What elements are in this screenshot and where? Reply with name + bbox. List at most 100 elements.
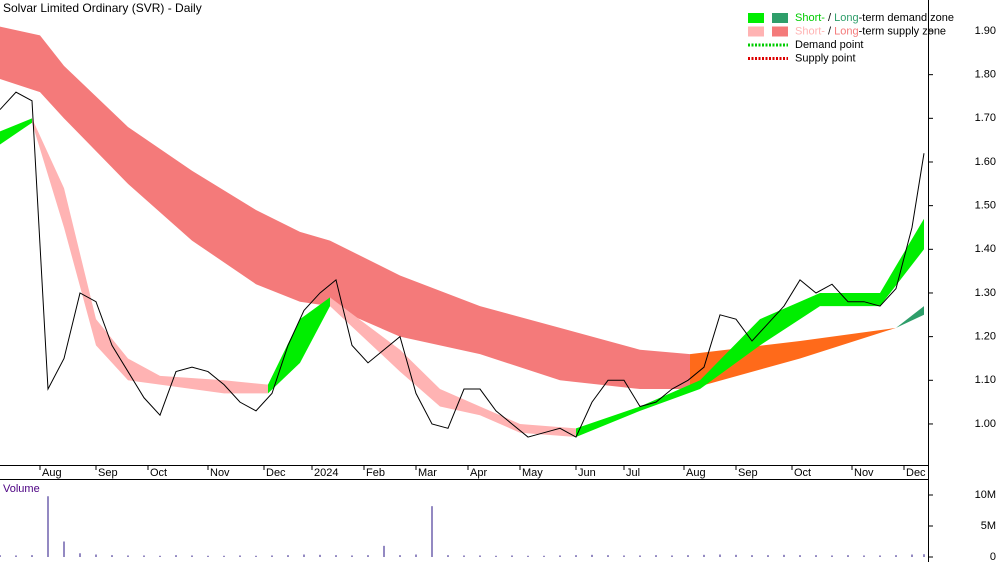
legend-label: Short- / Long-term supply zone <box>795 25 946 37</box>
y-tick-label: 5M <box>981 520 996 532</box>
volume-bar <box>191 555 193 557</box>
legend-text: Short- <box>795 12 825 24</box>
volume-bar <box>783 554 785 557</box>
volume-bar <box>447 555 449 557</box>
y-tick-label: 1.50 <box>975 200 996 212</box>
y-tick-label: 1.60 <box>975 156 996 168</box>
x-tick-label: Jun <box>578 467 596 479</box>
zone-band <box>896 306 924 328</box>
legend-label: Short- / Long-term demand zone <box>795 12 954 24</box>
legend-swatch <box>772 26 788 37</box>
legend-text: Demand point <box>795 39 864 51</box>
volume-bar <box>383 545 385 557</box>
volume-bar <box>415 554 417 557</box>
volume-bar <box>463 555 465 557</box>
volume-bar <box>431 506 433 557</box>
price-panel: 1.00 1.10 1.20 1.30 1.40 1.50 1.60 1.70 1.80 1.90… <box>0 25 996 479</box>
volume-bar <box>527 555 529 557</box>
zone-band <box>268 297 330 394</box>
volume-bar <box>159 555 161 557</box>
volume-bar <box>271 555 273 557</box>
legend-text: / <box>825 25 834 37</box>
legend-text: -term supply zone <box>859 25 946 37</box>
y-tick-label: 0 <box>990 551 996 562</box>
volume-bar <box>399 555 401 557</box>
volume-bar <box>287 555 289 557</box>
volume-bar <box>31 555 33 557</box>
volume-bar <box>575 555 577 557</box>
volume-panel: 0 5M 10M <box>0 489 996 562</box>
zone-band <box>330 297 576 438</box>
legend-text: Short- <box>795 25 825 37</box>
x-tick-label: Dec <box>266 467 286 479</box>
legend-text: / <box>825 12 834 24</box>
volume-bar <box>767 555 769 557</box>
volume-bar <box>495 555 497 557</box>
volume-bar <box>239 555 241 557</box>
volume-bar <box>367 555 369 557</box>
volume-bar <box>923 554 925 557</box>
volume-bar <box>687 555 689 557</box>
x-tick-label: Nov <box>854 467 874 479</box>
volume-bar <box>815 555 817 557</box>
x-tick-label: Nov <box>210 467 230 479</box>
x-tick-label: Sep <box>98 467 118 479</box>
volume-bar <box>831 555 833 557</box>
volume-bar <box>895 555 897 557</box>
x-tick-label: Oct <box>150 467 167 479</box>
legend-swatch <box>748 26 764 37</box>
chart-title: Solvar Limited Ordinary (SVR) - Daily <box>3 1 202 15</box>
legend-swatch <box>748 13 764 23</box>
volume-bar <box>879 555 881 557</box>
volume-bar <box>111 555 113 557</box>
volume-bar <box>543 555 545 557</box>
volume-bar <box>719 554 721 557</box>
volume-bar <box>623 555 625 557</box>
x-tick-label: Mar <box>418 467 437 479</box>
volume-bar <box>15 555 17 557</box>
legend-label: Supply point <box>795 52 856 64</box>
volume-bar <box>319 554 321 557</box>
volume-bar <box>63 541 65 557</box>
y-tick-label: 1.20 <box>975 331 996 343</box>
volume-bar <box>95 554 97 557</box>
y-tick-label: 1.00 <box>975 418 996 430</box>
x-tick-label: Jul <box>626 467 640 479</box>
volume-bar <box>335 555 337 557</box>
volume-bar <box>863 555 865 557</box>
volume-bar <box>351 555 353 557</box>
volume-bar <box>511 555 513 557</box>
volume-bar <box>207 555 209 557</box>
volume-bar <box>799 555 801 557</box>
x-tick-label: Sep <box>738 467 758 479</box>
volume-bar <box>0 555 1 557</box>
volume-bar <box>639 555 641 557</box>
legend-label: Demand point <box>795 39 864 51</box>
volume-bar <box>47 496 49 557</box>
zone-band <box>0 118 32 145</box>
volume-title: Volume <box>3 483 40 495</box>
y-tick-label: 10M <box>975 489 996 501</box>
zone-band <box>32 118 268 394</box>
y-tick-label: 1.90 <box>975 25 996 37</box>
legend-text: -term demand zone <box>859 12 954 24</box>
x-tick-label: Apr <box>470 467 487 479</box>
volume-bar <box>847 555 849 557</box>
x-tick-label: Oct <box>794 467 811 479</box>
legend-text: Long <box>834 25 858 37</box>
price-line <box>0 91 925 438</box>
volume-bar <box>911 554 913 557</box>
volume-bar <box>79 553 81 557</box>
volume-bar <box>607 555 609 557</box>
x-tick-label: May <box>522 467 543 479</box>
y-tick-label: 1.80 <box>975 69 996 81</box>
volume-bar <box>735 554 737 557</box>
volume-bar <box>671 555 673 557</box>
volume-bar <box>559 555 561 557</box>
zone-band <box>0 26 690 390</box>
y-tick-label: 1.40 <box>975 243 996 255</box>
volume-bar <box>303 554 305 557</box>
volume-bar <box>655 555 657 557</box>
